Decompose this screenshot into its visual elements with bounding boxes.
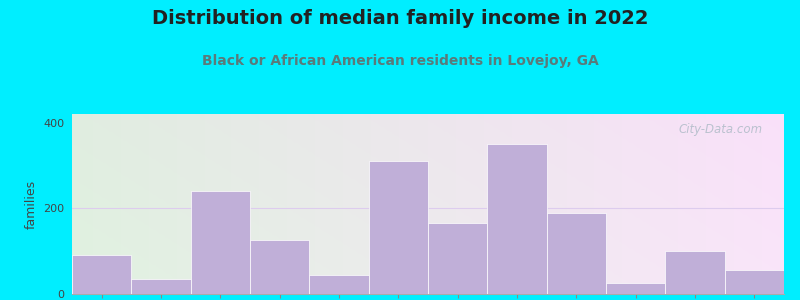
Bar [725, 270, 784, 294]
Y-axis label: families: families [25, 179, 38, 229]
Text: Black or African American residents in Lovejoy, GA: Black or African American residents in L… [202, 54, 598, 68]
Bar [487, 144, 546, 294]
Bar [666, 251, 725, 294]
Bar [131, 279, 190, 294]
Bar [369, 161, 428, 294]
Bar [606, 283, 666, 294]
Bar [190, 191, 250, 294]
Text: City-Data.com: City-Data.com [678, 123, 762, 136]
Bar [428, 223, 487, 294]
Bar [72, 255, 131, 294]
Bar [546, 213, 606, 294]
Bar [310, 275, 369, 294]
Bar [250, 240, 310, 294]
Text: Distribution of median family income in 2022: Distribution of median family income in … [152, 9, 648, 28]
